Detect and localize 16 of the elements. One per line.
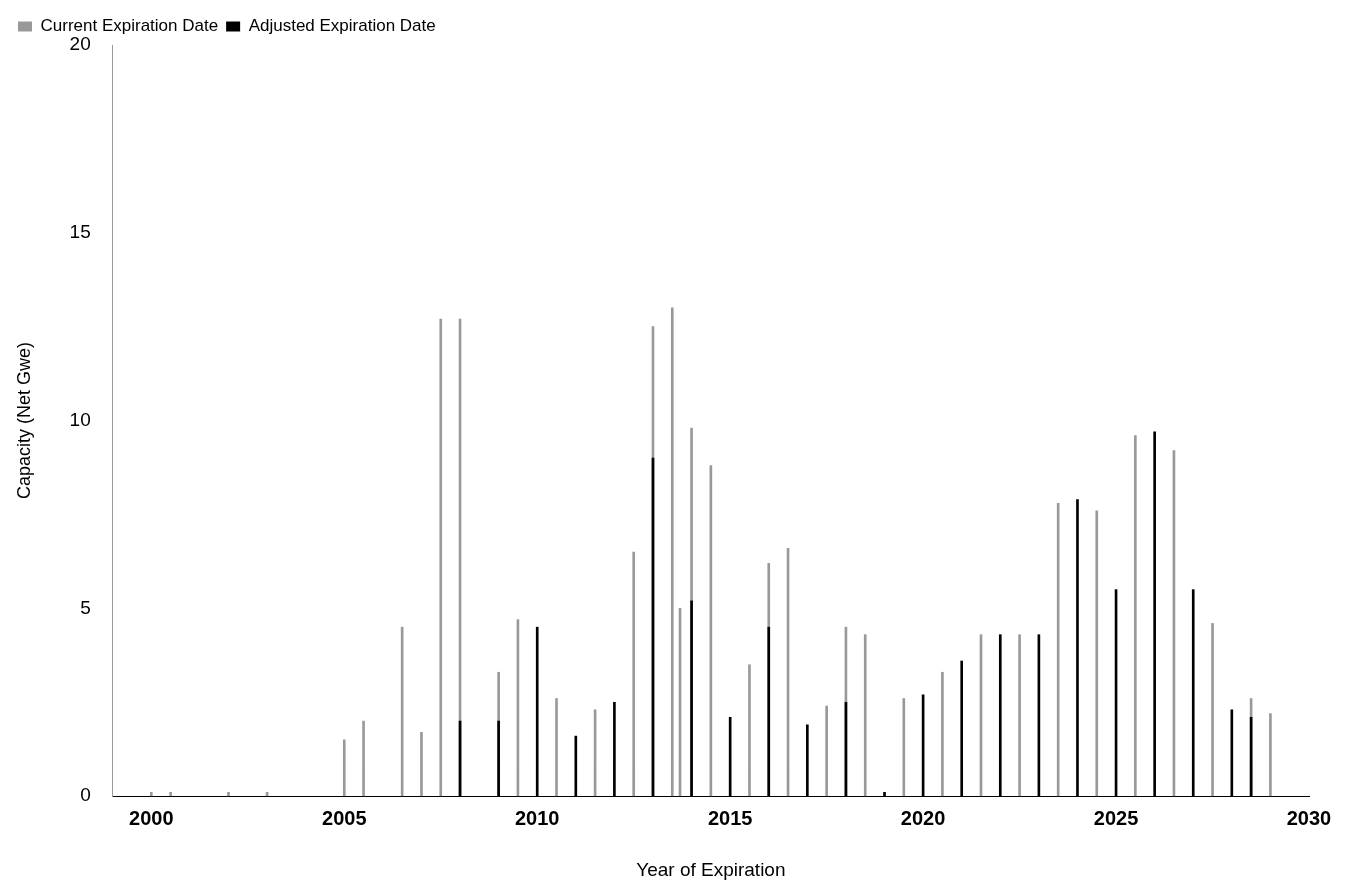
x-tick-label: 2005 (322, 806, 367, 829)
x-tick-label: 2000 (129, 806, 174, 829)
legend-label: Adjusted Expiration Date (248, 16, 436, 36)
y-tick-label: 10 (69, 408, 91, 430)
y-tick-label: 20 (69, 33, 91, 55)
x-tick-label: 2015 (707, 806, 753, 829)
y-axis-title: Capacity (Net Gwe) (13, 342, 34, 500)
x-tick-label: 2020 (900, 806, 946, 829)
x-axis-title: Year of Expiration (636, 858, 786, 880)
legend-label: Current Expiration Date (40, 16, 219, 36)
y-tick-label: 5 (80, 596, 91, 618)
y-tick-label: 0 (80, 784, 91, 806)
x-tick-label: 2025 (1093, 806, 1139, 829)
x-tick-label: 2030 (1286, 806, 1332, 829)
y-tick-label: 15 (69, 221, 91, 243)
x-tick-label: 2010 (514, 806, 560, 829)
